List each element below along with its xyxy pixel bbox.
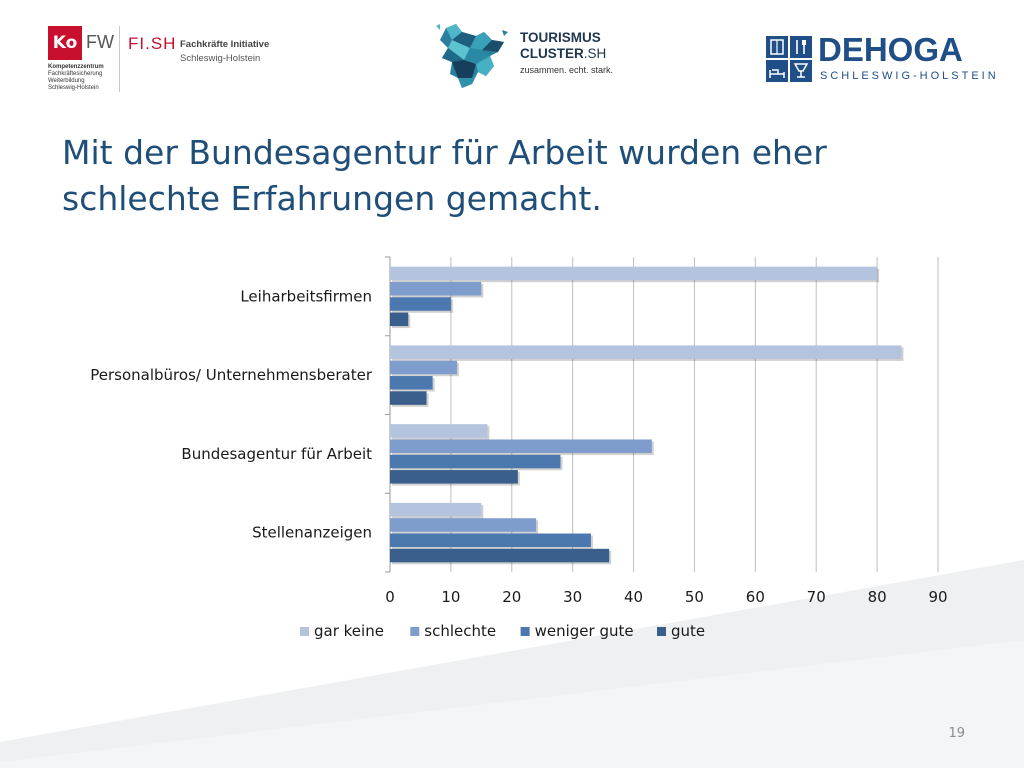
dehoga-logo-subtitle: SCHLESWIG-HOLSTEIN — [820, 70, 999, 82]
tourismus-logo-line2: CLUSTER.SH — [520, 46, 613, 62]
legend-swatch — [300, 627, 309, 636]
tourismus-logo-cluster: CLUSTER — [520, 46, 584, 61]
tourismus-logo-sh: .SH — [583, 46, 607, 61]
slide-title-line1: Mit der Bundesagentur für Arbeit wurden … — [62, 133, 827, 172]
bar — [390, 502, 482, 517]
legend-label: gute — [671, 622, 705, 640]
bar — [390, 376, 433, 390]
legend-swatch — [657, 627, 666, 636]
x-tick-label: 20 — [502, 588, 521, 606]
dehoga-logo-name: DEHOGA — [818, 31, 963, 68]
tourismus-map-icon — [436, 24, 508, 88]
x-tick-label: 90 — [928, 588, 947, 606]
category-label: Personalbüros/ Unternehmensberater — [90, 366, 373, 384]
legend-label: weniger gute — [535, 622, 634, 640]
slide-title-line2: schlechte Erfahrungen gemacht. — [62, 179, 602, 218]
kofw-caption-line4: Schleswig-Holstein — [48, 85, 99, 91]
bar — [390, 533, 591, 548]
bar — [390, 312, 409, 327]
bar — [390, 454, 561, 469]
kofw-logo-caption: Kompetenzzentrum Fachkräftesicherung Wei… — [48, 64, 128, 92]
bar — [390, 439, 652, 453]
category-label: Stellenanzeigen — [252, 524, 372, 542]
tourismus-logo-text: TOURISMUS CLUSTER.SH zusammen. echt. sta… — [520, 30, 613, 75]
bar — [390, 424, 488, 438]
slide-title: Mit der Bundesagentur für Arbeit wurden … — [62, 130, 962, 222]
legend-swatch — [520, 627, 530, 636]
legend-label: schlechte — [424, 622, 496, 640]
logo-bar: Ko FW Kompetenzzentrum Fachkräftesicheru… — [0, 0, 1024, 110]
x-tick-label: 40 — [624, 588, 643, 606]
bar — [390, 345, 902, 359]
logo-divider — [119, 26, 120, 92]
kofw-caption-line1: Kompetenzzentrum — [48, 64, 104, 70]
tourismus-logo-tagline: zusammen. echt. stark. — [520, 65, 614, 75]
x-tick-label: 70 — [807, 588, 826, 606]
kofw-caption-line3: Weiterbildung — [48, 78, 85, 84]
bar — [390, 470, 518, 484]
bar — [390, 360, 457, 375]
bar — [390, 266, 878, 281]
x-tick-label: 10 — [441, 588, 460, 606]
kofw-caption-line2: Fachkräftesicherung — [48, 71, 103, 77]
bar — [390, 297, 451, 311]
bar — [390, 281, 482, 296]
dehoga-icon — [766, 36, 812, 82]
page-number: 19 — [948, 726, 965, 741]
kofw-logo-mark: Ko — [48, 26, 82, 60]
bar — [390, 391, 427, 405]
fish-logo-title: Fachkräfte Initiative — [180, 39, 270, 50]
category-label: Bundesagentur für Arbeit — [181, 445, 372, 463]
legend-swatch — [410, 627, 420, 636]
bar — [390, 518, 537, 532]
category-label: Leiharbeitsfirmen — [240, 287, 372, 305]
x-tick-label: 60 — [746, 588, 765, 606]
fish-logo-subtitle: Schleswig-Holstein — [180, 53, 261, 64]
bar — [390, 548, 610, 563]
x-tick-label: 80 — [868, 588, 887, 606]
tourismus-logo-line1: TOURISMUS — [520, 30, 601, 45]
x-tick-label: 0 — [385, 588, 395, 606]
kofw-logo-fw: FW — [86, 32, 114, 52]
legend-label: gar keine — [314, 622, 384, 640]
x-tick-label: 50 — [685, 588, 704, 606]
x-tick-label: 30 — [563, 588, 582, 606]
fish-logo-name: FI.SH — [128, 34, 177, 53]
